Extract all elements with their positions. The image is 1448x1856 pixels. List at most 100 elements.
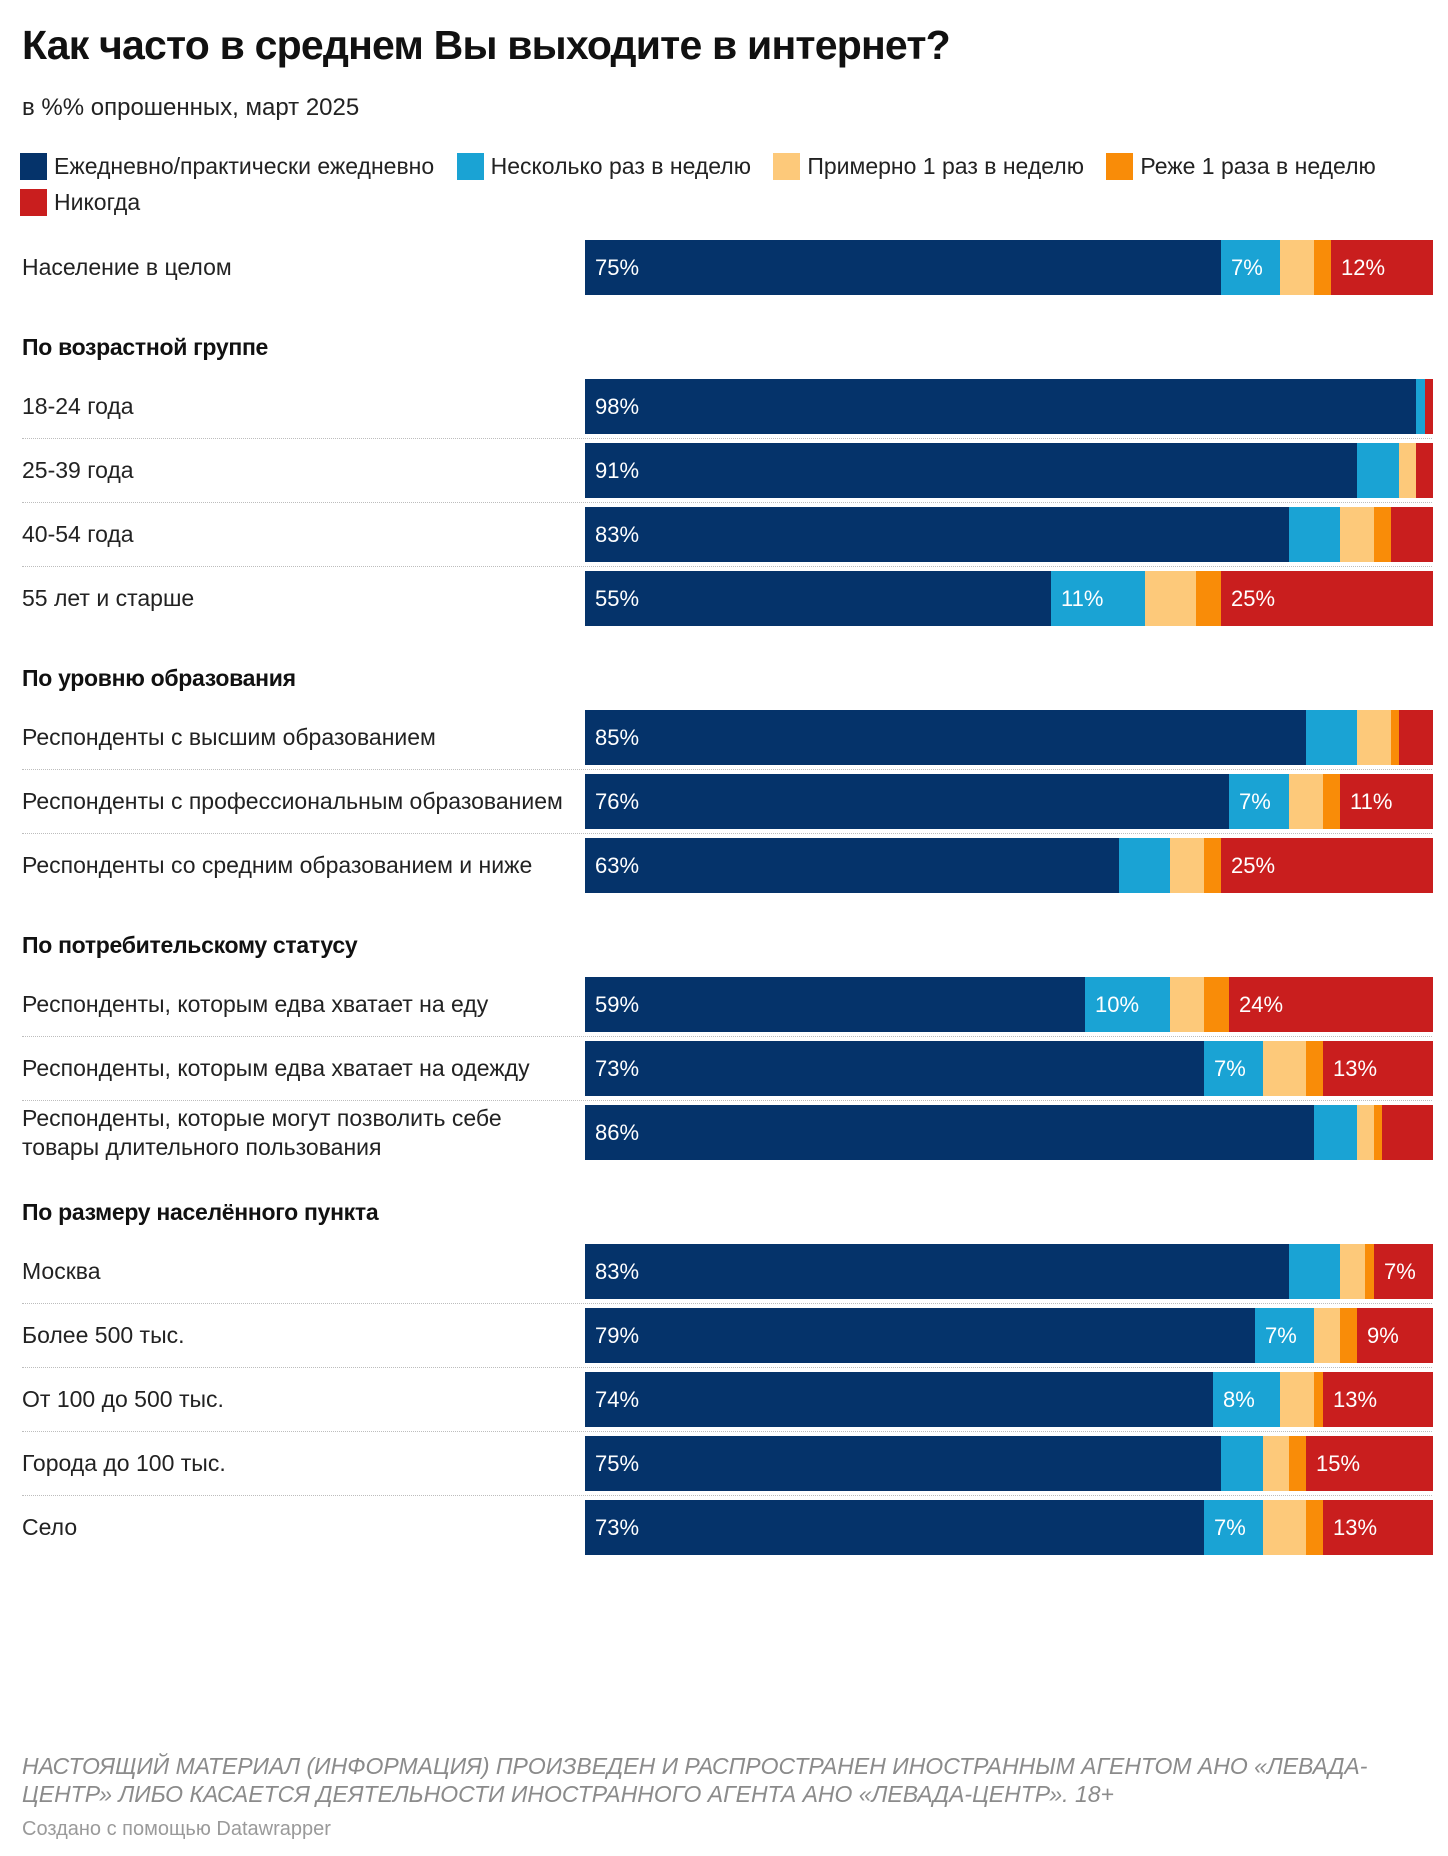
bar-row: 85% [585, 710, 1433, 765]
bar-segment [1280, 240, 1314, 295]
legend-label: Примерно 1 раз в неделю [807, 153, 1084, 179]
row-label: 55 лет и старше [22, 585, 195, 611]
bar-segment [585, 774, 1229, 829]
data-label: 63% [595, 853, 640, 878]
row-divider [22, 1431, 1432, 1432]
data-label: 75% [595, 1451, 640, 1476]
bar-segment [1145, 571, 1196, 626]
row-label: 25-39 года [22, 457, 134, 483]
legend-label: Несколько раз в неделю [490, 153, 751, 179]
bar-segment [1399, 710, 1433, 765]
row-label: Респонденты, которым едва хватает на еду [22, 991, 489, 1017]
legend-swatch [20, 189, 47, 216]
bar-segment [585, 571, 1051, 626]
bar-row: 91% [585, 443, 1433, 498]
bar-segment [1357, 443, 1399, 498]
data-label: 25% [1231, 586, 1276, 611]
data-label: 7% [1265, 1323, 1297, 1348]
row-divider [22, 566, 1432, 567]
bar-segment [585, 1500, 1204, 1555]
bar-segment [1196, 571, 1221, 626]
legend-item: Реже 1 раза в неделю [1106, 153, 1376, 180]
row-label: Село [22, 1514, 78, 1540]
row-divider [22, 1367, 1432, 1368]
bar-row: 98% [585, 379, 1433, 434]
bar-segment [1289, 774, 1323, 829]
bar-segment [1314, 1308, 1340, 1363]
bar-segment [1263, 1500, 1306, 1555]
bar-segment [1204, 1500, 1263, 1555]
row-divider [22, 438, 1432, 439]
data-label: 15% [1316, 1451, 1361, 1476]
legend-item: Несколько раз в неделю [456, 153, 751, 180]
data-label: 8% [1223, 1387, 1255, 1412]
bar-segment [1399, 443, 1416, 498]
bar-segment [1221, 571, 1433, 626]
bar-row: 55% 11% 25% [585, 571, 1433, 626]
bar-row: 73% 7% 13% [585, 1500, 1433, 1555]
row-divider [22, 1495, 1432, 1496]
bar-segment [585, 710, 1306, 765]
data-label: 85% [595, 725, 640, 750]
data-label: 79% [595, 1323, 640, 1348]
bar-segment [1213, 1372, 1280, 1427]
bar-row: 75% 7% 12% [585, 240, 1433, 295]
legend-item: Примерно 1 раз в неделю [773, 153, 1084, 180]
row-label: Респонденты с высшим образованием [22, 724, 436, 750]
data-label: 55% [595, 586, 640, 611]
group-heading: По размеру населённого пункта [22, 1199, 379, 1225]
bar-segment [1263, 1436, 1289, 1491]
row-label: Города до 100 тыс. [22, 1450, 226, 1476]
data-label: 86% [595, 1120, 640, 1145]
bar-segment [1323, 774, 1340, 829]
bar-segment [1340, 1244, 1365, 1299]
legend-label: Никогда [54, 189, 141, 215]
bar-segment [585, 977, 1085, 1032]
group-heading: По потребительскому статусу [22, 932, 358, 958]
bar-segment [1374, 1105, 1382, 1160]
data-label: 7% [1214, 1056, 1246, 1081]
bar-segment [1323, 1500, 1433, 1555]
data-label: 11% [1350, 789, 1393, 814]
bar-segment [585, 240, 1221, 295]
foreign-agent-notice: НАСТОЯЩИЙ МАТЕРИАЛ (ИНФОРМАЦИЯ) ПРОИЗВЕД… [22, 1753, 1368, 1807]
datawrapper-credit: Создано с помощью Datawrapper [22, 1818, 331, 1840]
row-label: От 100 до 500 тыс. [22, 1386, 224, 1412]
bar-segment [1323, 1041, 1433, 1096]
row-label: 18-24 года [22, 393, 134, 419]
data-label: 59% [595, 992, 640, 1017]
bar-segment [1357, 710, 1391, 765]
row-label: Респонденты, которые могут позволить себ… [22, 1104, 502, 1160]
legend-swatch [1106, 153, 1134, 180]
bar-row: 59% 10% 24% [585, 977, 1433, 1032]
bar-segment [1170, 838, 1204, 893]
data-label: 91% [595, 458, 640, 483]
bar-segment [585, 1244, 1289, 1299]
data-label: 7% [1214, 1515, 1246, 1540]
data-label: 76% [595, 789, 640, 814]
data-label: 13% [1333, 1387, 1378, 1412]
bar-segment [1306, 1500, 1323, 1555]
row-label: Респонденты, которым едва хватает на оде… [22, 1055, 530, 1081]
bar-segment [1306, 1436, 1433, 1491]
legend-item: Никогда [20, 189, 141, 216]
bar-segment [1416, 443, 1433, 498]
bar-row: 73% 7% 13% [585, 1041, 1433, 1096]
data-label: 24% [1239, 992, 1284, 1017]
bar-segment [1357, 1105, 1374, 1160]
bar-segment [585, 838, 1119, 893]
legend-label: Реже 1 раза в неделю [1140, 153, 1376, 179]
bar-segment [585, 1372, 1213, 1427]
bar-segment [1391, 710, 1399, 765]
data-label: 83% [595, 522, 640, 547]
bar-segment [1170, 977, 1204, 1032]
row-label: Население в целом [22, 254, 232, 280]
bar-segment [1314, 1372, 1323, 1427]
bar-segment [1119, 838, 1170, 893]
bar-row: 83% 7% [585, 1244, 1433, 1299]
legend-swatch [456, 153, 484, 180]
bar-row: 75% 15% [585, 1436, 1433, 1491]
bar-segment [1289, 507, 1340, 562]
bar-segment [585, 1308, 1255, 1363]
